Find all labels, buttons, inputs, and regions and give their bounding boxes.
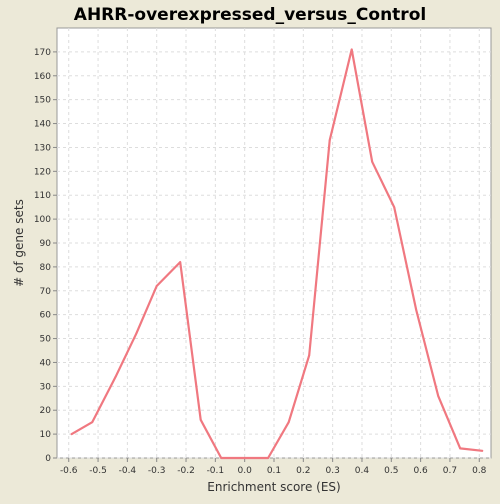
y-tick-label: 150 xyxy=(34,96,51,106)
data-point xyxy=(155,285,158,287)
y-tick-label: 10 xyxy=(40,430,52,440)
x-tick-label: 0.3 xyxy=(325,466,339,476)
y-tick-label: 70 xyxy=(40,287,52,297)
y-tick-label: 80 xyxy=(40,263,52,273)
data-point xyxy=(371,160,374,163)
data-point xyxy=(199,418,202,421)
x-tick-label: -0.3 xyxy=(148,466,166,476)
x-tick-label: 0.5 xyxy=(384,466,398,476)
data-point xyxy=(179,261,182,264)
x-tick-label: -0.2 xyxy=(177,466,195,476)
y-tick-label: 20 xyxy=(40,406,52,416)
data-point xyxy=(135,332,138,335)
y-tick-label: 60 xyxy=(40,311,52,321)
x-tick-label: -0.6 xyxy=(60,466,78,476)
data-point xyxy=(437,394,440,397)
y-tick-label: 140 xyxy=(34,120,51,130)
grid-lines xyxy=(57,28,491,459)
data-point xyxy=(459,447,462,450)
data-point xyxy=(114,375,117,378)
axes: -0.6 -0.5 -0.4 -0.3 -0.2 -0.1 0.0 0.1 0.2 0.3 0.4 0… xyxy=(34,48,487,476)
series-layer xyxy=(70,48,484,460)
series-line-0 xyxy=(70,48,484,460)
data-point xyxy=(350,48,353,51)
data-point xyxy=(70,433,73,436)
x-tick-label: -0.4 xyxy=(119,466,137,476)
y-tick-label: 90 xyxy=(40,239,52,249)
y-tick-label: 120 xyxy=(34,167,51,177)
data-point xyxy=(243,457,246,459)
data-point xyxy=(308,354,311,357)
x-axis-label: Enrichment score (ES) xyxy=(207,480,340,494)
x-tick-label: 0.4 xyxy=(355,466,370,476)
y-tick-label: 50 xyxy=(40,335,52,345)
y-tick-label: 40 xyxy=(40,358,52,368)
y-tick-label: 110 xyxy=(34,191,51,201)
y-tick-label: 160 xyxy=(34,72,51,82)
y-tick-label: 100 xyxy=(34,215,51,225)
data-point xyxy=(267,457,270,459)
x-tick-label: 0.8 xyxy=(472,466,487,476)
data-point xyxy=(220,457,223,459)
data-point xyxy=(393,206,396,209)
x-tick-label: 0.2 xyxy=(296,466,310,476)
x-tick-label: 0.7 xyxy=(443,466,457,476)
y-tick-label: 0 xyxy=(45,454,51,464)
y-tick-label: 170 xyxy=(34,48,51,58)
data-point xyxy=(287,421,290,424)
y-tick-label: 30 xyxy=(40,382,52,392)
data-point xyxy=(481,449,484,452)
chart-title: AHRR-overexpressed_versus_Control xyxy=(74,5,426,25)
x-tick-label: 0.0 xyxy=(238,466,253,476)
y-tick-label: 130 xyxy=(34,143,51,153)
x-tick-label: 0.6 xyxy=(413,466,428,476)
x-tick-label: -0.5 xyxy=(89,466,107,476)
x-tick-label: 0.1 xyxy=(267,466,281,476)
data-point xyxy=(415,308,418,311)
data-point xyxy=(328,139,331,142)
x-tick-label: -0.1 xyxy=(207,466,225,476)
data-point xyxy=(91,421,94,424)
y-axis-label: # of gene sets xyxy=(12,199,26,287)
